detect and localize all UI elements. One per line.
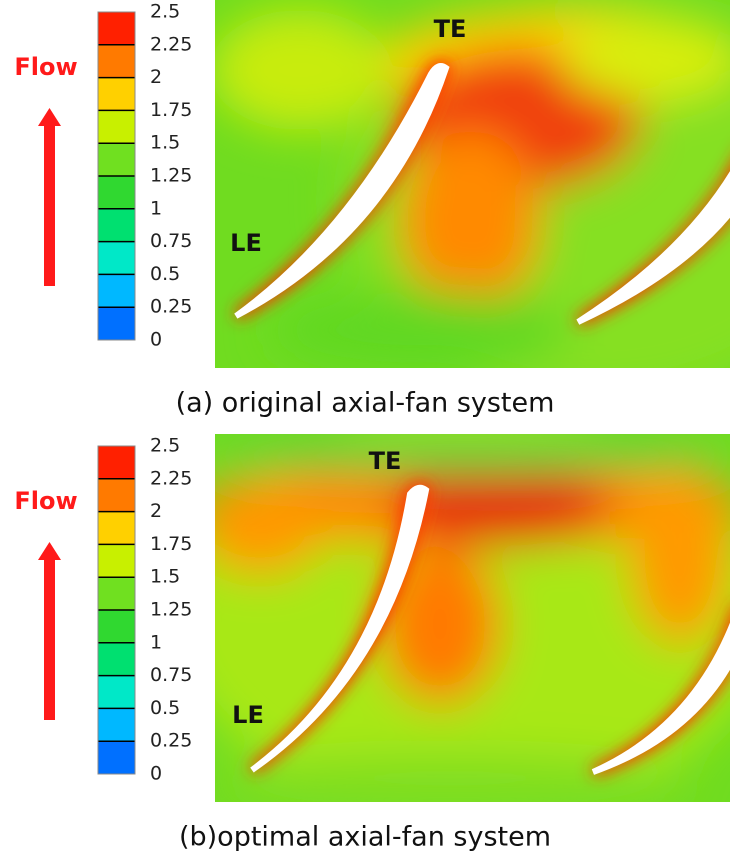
colorbar-tick-label: 1.5 [150, 132, 180, 154]
colorbar-tick-label: 0 [150, 763, 162, 785]
caption: (a) original axial-fan system [176, 388, 555, 419]
colorbar-tick-label: 0.25 [150, 730, 192, 752]
contour-field [215, 434, 730, 802]
colorbar-band [98, 176, 135, 209]
contour-region [215, 10, 390, 130]
te-label: TE [369, 447, 402, 475]
blade [234, 63, 450, 319]
colorbar-tick-label: 1.75 [150, 533, 192, 555]
colorbar-band [98, 446, 135, 479]
colorbar-tick-label: 0.75 [150, 664, 192, 686]
colorbar-band [98, 675, 135, 709]
colorbar-tick-label: 0.75 [150, 230, 192, 252]
colorbar-band [98, 274, 135, 308]
colorbar-tick-label: 0.5 [150, 263, 180, 285]
contour-region [215, 754, 690, 802]
contour-region [630, 464, 730, 644]
colorbar-band [98, 44, 135, 78]
le-label: LE [232, 701, 264, 729]
flow-arrow-shaft [44, 558, 55, 720]
colorbar-band [98, 12, 135, 45]
te-label: TE [434, 15, 467, 43]
colorbar-band [98, 741, 135, 774]
colorbar-frame [97, 11, 136, 341]
colorbar-band [98, 478, 135, 512]
colorbar-tick-label: 0.25 [150, 296, 192, 318]
panel: Flow 2.5 2.25 2 1.75 1.5 1.25 1 0.75 0.5 0.25 0 TE LE… [14, 434, 730, 853]
contour-region [215, 494, 320, 574]
colorbar-tick-label: 0.5 [150, 697, 180, 719]
colorbar-tick-label: 2 [150, 500, 162, 522]
contour-region [215, 438, 730, 474]
colorbar-tick-label: 2.5 [150, 435, 180, 457]
colorbar-band [98, 544, 135, 578]
contour-region [380, 544, 500, 704]
colorbar-band [98, 307, 135, 340]
colorbar-tick-label: 2 [150, 66, 162, 88]
blade [576, 171, 730, 325]
colorbar-tick-label: 2.25 [150, 33, 192, 55]
flow-arrow-shaft [44, 124, 55, 286]
colorbar-tick-label: 1 [150, 197, 162, 219]
colorbar-band [98, 208, 135, 242]
blade [250, 484, 430, 773]
colorbar-tick-label: 2.25 [150, 467, 192, 489]
colorbar-tick-label: 1.75 [150, 99, 192, 121]
colorbar-tick-label: 1.25 [150, 165, 192, 187]
colorbar-band [98, 610, 135, 643]
colorbar-band [98, 708, 135, 742]
le-label: LE [230, 229, 262, 257]
caption: (b)optimal axial-fan system [179, 822, 551, 853]
contour-region [390, 466, 610, 546]
flow-label: Flow [14, 487, 77, 515]
colorbar-tick-label: 1.25 [150, 599, 192, 621]
contour-plot [215, 434, 730, 802]
blade [591, 622, 730, 775]
colorbar-band [98, 577, 135, 610]
colorbar-tick-label: 1.5 [150, 566, 180, 588]
colorbar-tick-label: 1 [150, 631, 162, 653]
contour-region [400, 130, 540, 310]
colorbar-band [98, 110, 135, 144]
colorbar-band [98, 642, 135, 676]
flow-arrow-head [38, 108, 61, 126]
flow-label: Flow [14, 53, 77, 81]
flow-arrow-head [38, 542, 61, 560]
panel: Flow 2.5 2.25 2 1.75 1.5 1.25 1 0.75 0.5 0.25 0 TE LE… [14, 0, 730, 419]
colorbar-band [98, 241, 135, 275]
colorbar-frame [97, 445, 136, 775]
colorbar-band [98, 77, 135, 111]
contour-plot [215, 0, 730, 368]
colorbar-tick-label: 0 [150, 329, 162, 351]
colorbar-tick-label: 2.5 [150, 1, 180, 23]
contour-region [270, 290, 570, 368]
colorbar-band [98, 143, 135, 176]
colorbar-band [98, 511, 135, 545]
contour-region [560, 20, 730, 100]
